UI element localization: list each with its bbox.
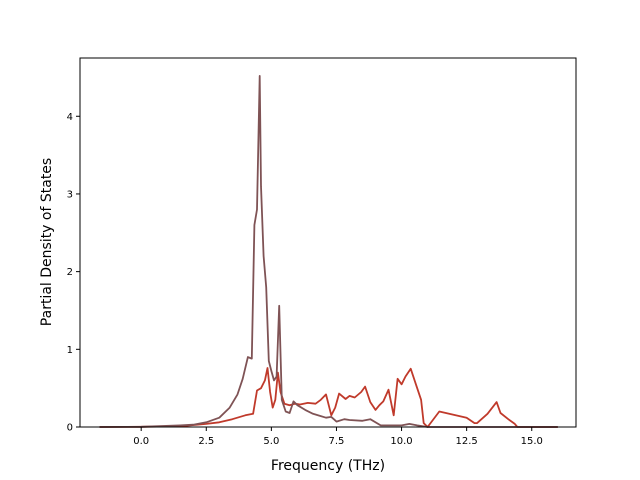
series-layer (99, 75, 558, 428)
y-axis-ticks: 0 1 2 3 4 (67, 112, 80, 434)
plot-frame (79, 57, 577, 428)
x-tick-label: 5.0 (263, 436, 279, 447)
x-axis-title: Frequency (THz) (271, 458, 385, 474)
x-tick-label: 10.0 (390, 436, 412, 447)
y-tick-label: 1 (67, 345, 73, 356)
x-tick-label: 12.5 (456, 436, 478, 447)
y-tick-label: 0 (67, 423, 73, 434)
x-tick-label: 0.0 (133, 436, 149, 447)
y-tick-label: 2 (67, 267, 73, 278)
x-axis-ticks: 0.0 2.5 5.0 7.5 10.0 12.5 15.0 (133, 427, 543, 447)
series-line-1 (99, 367, 558, 428)
y-tick-label: 4 (67, 112, 73, 123)
x-tick-label: 15.0 (521, 436, 543, 447)
series-line-2 (99, 75, 558, 428)
x-tick-label: 7.5 (329, 436, 345, 447)
x-tick-label: 2.5 (198, 436, 214, 447)
y-tick-label: 3 (67, 189, 73, 200)
y-axis-title: Partial Density of States (39, 158, 55, 326)
